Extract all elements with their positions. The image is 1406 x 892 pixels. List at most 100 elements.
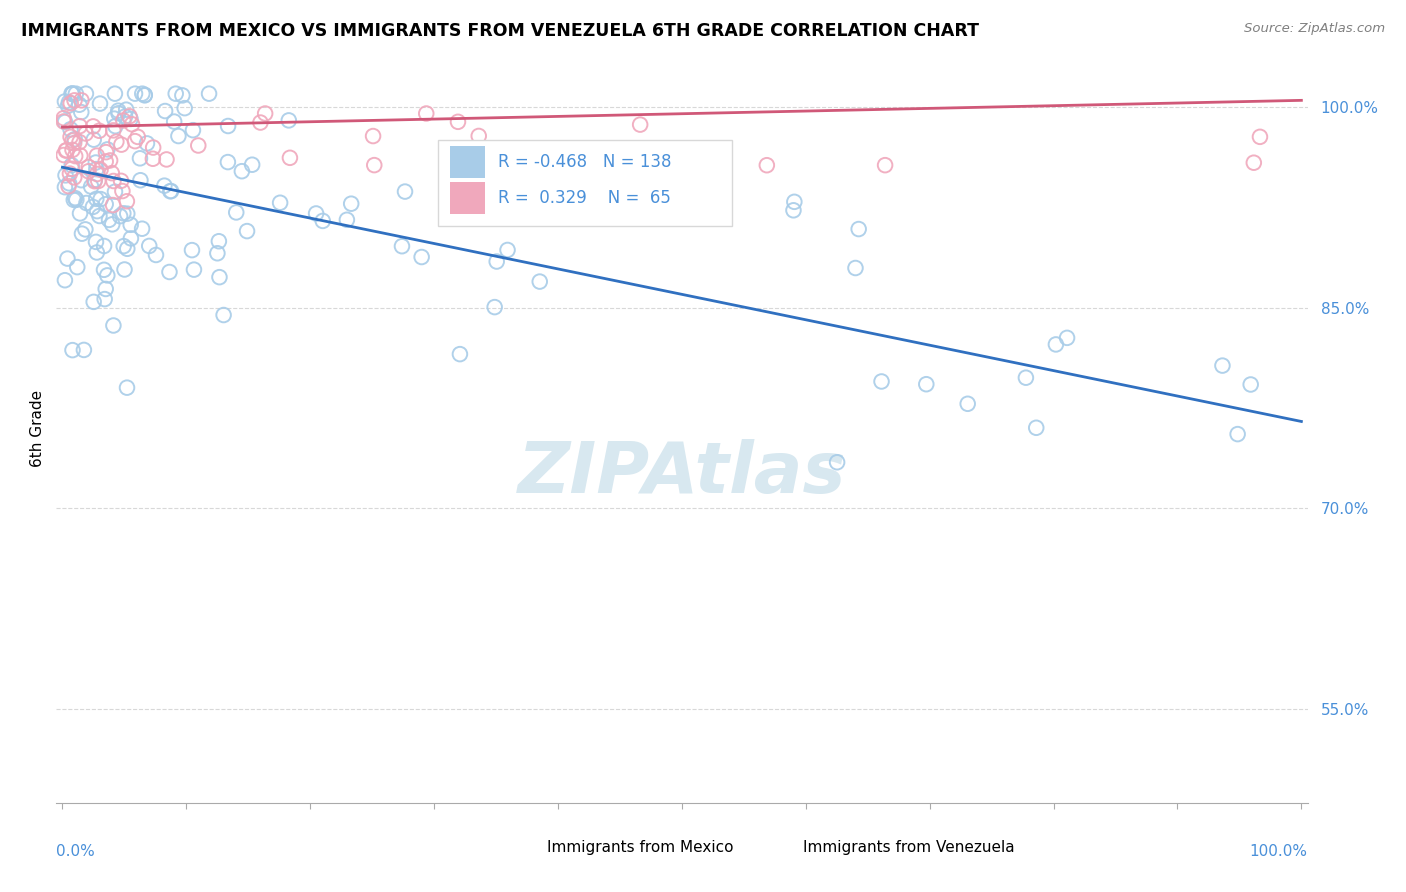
- Point: [153, 103, 176, 118]
- Point: [73, 343, 96, 357]
- Point: [65, 87, 87, 101]
- Point: [93, 262, 115, 277]
- Point: [69, 135, 91, 149]
- Text: ZIPAtlas: ZIPAtlas: [517, 439, 846, 508]
- FancyBboxPatch shape: [437, 140, 733, 226]
- Point: [103, 174, 125, 188]
- Point: [231, 164, 253, 178]
- Point: [652, 211, 675, 225]
- Point: [52, 114, 75, 128]
- Point: [112, 113, 135, 128]
- Point: [508, 150, 530, 164]
- Point: [58, 177, 80, 191]
- Point: [165, 87, 187, 101]
- Point: [134, 88, 156, 103]
- Point: [155, 153, 177, 167]
- Point: [94, 145, 117, 160]
- Point: [53, 180, 76, 194]
- Point: [63, 149, 86, 163]
- Point: [236, 224, 259, 238]
- Point: [69, 119, 91, 133]
- Point: [93, 239, 115, 253]
- Point: [114, 110, 136, 124]
- Point: [59, 167, 82, 181]
- Point: [278, 151, 301, 165]
- Point: [101, 198, 124, 212]
- Point: [62, 193, 84, 207]
- Point: [70, 227, 93, 241]
- Point: [312, 214, 335, 228]
- Point: [87, 174, 110, 188]
- Point: [55, 144, 77, 158]
- Point: [93, 292, 115, 306]
- Point: [1211, 359, 1233, 373]
- Point: [80, 179, 103, 194]
- FancyBboxPatch shape: [450, 146, 485, 178]
- Point: [447, 115, 470, 129]
- Point: [134, 87, 156, 102]
- Point: [485, 254, 508, 268]
- Point: [142, 152, 165, 166]
- Point: [208, 270, 231, 285]
- Point: [63, 136, 86, 151]
- Point: [96, 142, 118, 156]
- Point: [89, 124, 111, 138]
- Point: [187, 138, 209, 153]
- Point: [59, 122, 82, 136]
- Point: [62, 343, 84, 358]
- Point: [96, 268, 118, 283]
- Point: [225, 205, 247, 219]
- Point: [208, 234, 231, 248]
- Point: [181, 243, 204, 257]
- Point: [915, 377, 938, 392]
- Y-axis label: 6th Grade: 6th Grade: [30, 390, 45, 467]
- Point: [875, 158, 897, 172]
- Point: [62, 87, 84, 101]
- Point: [249, 115, 271, 129]
- Point: [212, 308, 235, 322]
- Text: Source: ZipAtlas.com: Source: ZipAtlas.com: [1244, 22, 1385, 36]
- Point: [363, 158, 385, 172]
- Point: [86, 245, 108, 260]
- Point: [668, 172, 690, 186]
- Point: [163, 114, 186, 128]
- FancyBboxPatch shape: [506, 835, 534, 859]
- Point: [115, 381, 138, 395]
- Point: [63, 132, 86, 146]
- Point: [75, 196, 97, 211]
- FancyBboxPatch shape: [763, 835, 790, 859]
- Point: [160, 184, 183, 198]
- Point: [172, 88, 194, 103]
- Point: [60, 87, 83, 101]
- Text: R = -0.468   N = 138: R = -0.468 N = 138: [498, 153, 672, 171]
- Text: Immigrants from Mexico: Immigrants from Mexico: [547, 839, 734, 855]
- Point: [107, 106, 129, 120]
- Point: [138, 239, 160, 253]
- Point: [60, 87, 83, 101]
- Point: [84, 155, 107, 169]
- Point: [115, 194, 138, 209]
- Point: [254, 106, 277, 120]
- Point: [107, 103, 129, 118]
- Point: [55, 169, 77, 183]
- Point: [89, 162, 111, 177]
- Point: [65, 193, 87, 207]
- Point: [529, 275, 551, 289]
- Point: [83, 174, 105, 188]
- Point: [60, 158, 83, 172]
- Point: [825, 455, 848, 469]
- Point: [1045, 337, 1067, 351]
- Point: [112, 239, 135, 253]
- Point: [305, 206, 328, 220]
- Point: [415, 106, 437, 120]
- Point: [1243, 155, 1265, 169]
- Point: [86, 167, 108, 181]
- Point: [844, 260, 866, 275]
- Point: [118, 109, 141, 123]
- Point: [94, 282, 117, 296]
- Point: [117, 242, 139, 256]
- Point: [101, 166, 124, 180]
- Point: [956, 397, 979, 411]
- Point: [159, 265, 181, 279]
- Point: [63, 94, 86, 108]
